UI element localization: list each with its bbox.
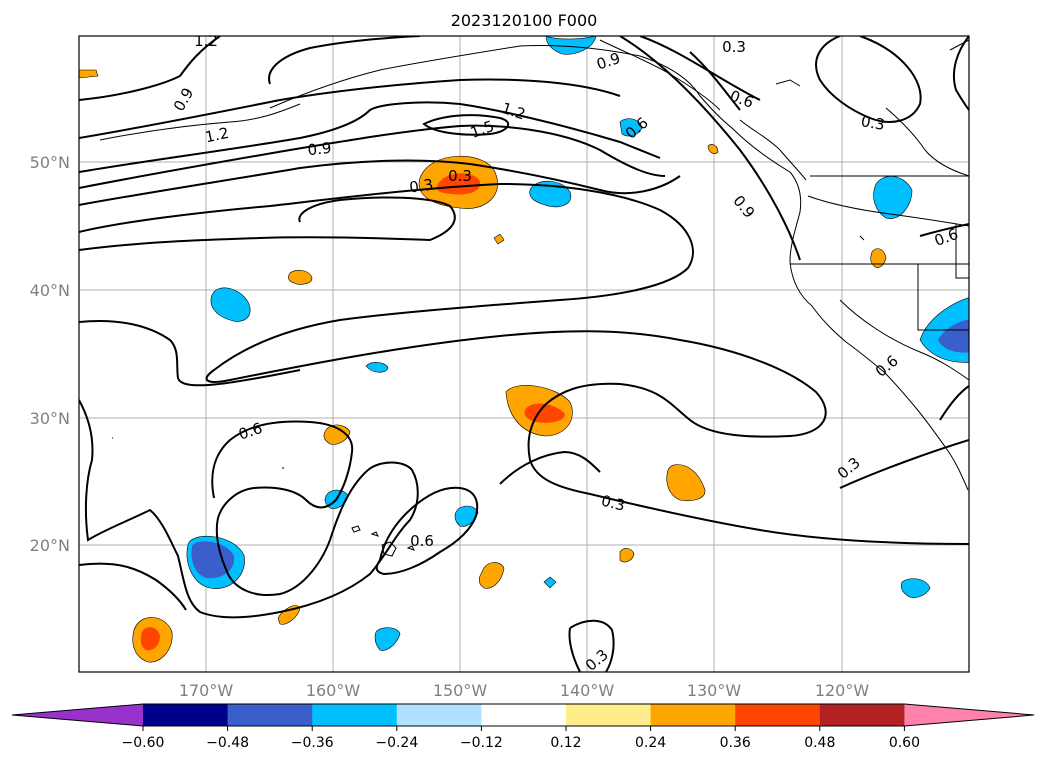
colorbar-tick-label: 0.48 bbox=[804, 735, 835, 751]
cool-anomaly-blob bbox=[545, 36, 597, 55]
latitude-labels: 50°N 40°N 30°N 20°N bbox=[30, 153, 70, 555]
colorbar-segment bbox=[312, 704, 398, 726]
colorbar-tick-label: −0.36 bbox=[291, 735, 334, 751]
warm-anomaly-blob bbox=[619, 548, 635, 563]
coastlines bbox=[99, 39, 969, 491]
warm-anomaly-blob bbox=[870, 248, 887, 268]
lon-label: 150°W bbox=[433, 681, 488, 700]
lat-label: 30°N bbox=[30, 409, 70, 428]
contour-label: 1.2 bbox=[203, 124, 230, 147]
lon-label: 160°W bbox=[306, 681, 361, 700]
lat-label: 50°N bbox=[30, 153, 70, 172]
contour-lines bbox=[79, 36, 969, 672]
warm-anomaly-core bbox=[140, 627, 160, 651]
colorbar-segment bbox=[396, 704, 482, 726]
contour-label: 0.6 bbox=[410, 532, 434, 550]
lon-label: 120°W bbox=[815, 681, 870, 700]
cool-anomaly-blob bbox=[900, 578, 931, 598]
colorbar-tick-label: −0.24 bbox=[375, 735, 418, 751]
colorbar-tick-label: −0.48 bbox=[206, 735, 249, 751]
islands bbox=[112, 437, 415, 557]
figure-title: 2023120100 F000 bbox=[451, 11, 598, 30]
map-frame bbox=[78, 35, 970, 673]
colorbar-segment bbox=[735, 704, 821, 726]
warm-anomaly-blob bbox=[323, 424, 351, 445]
warm-anomaly-blob bbox=[493, 233, 505, 245]
colorbar-tick-label: 0.12 bbox=[550, 735, 581, 751]
lon-label: 130°W bbox=[687, 681, 742, 700]
longitude-labels: 170°W 160°W 150°W 140°W 130°W 120°W bbox=[179, 681, 870, 700]
cool-anomaly-blob bbox=[374, 627, 401, 651]
lon-label: 140°W bbox=[560, 681, 615, 700]
contour-label: 0.3 bbox=[860, 112, 887, 134]
colorbar-max-extension bbox=[904, 704, 1034, 726]
colorbar: −0.60 −0.48 −0.36 −0.24 −0.12 0.12 0.24 0.36 0.4… bbox=[11, 703, 1035, 751]
warm-anomaly-blob bbox=[478, 562, 505, 589]
warm-anomaly-blob bbox=[707, 144, 719, 154]
colorbar-tick-label: −0.12 bbox=[460, 735, 503, 751]
lat-label: 20°N bbox=[30, 536, 70, 555]
contour-label: 0.9 bbox=[307, 139, 333, 159]
warm-anomaly-blob bbox=[666, 464, 706, 501]
cool-anomaly-blob bbox=[210, 287, 251, 322]
colorbar-segment bbox=[819, 704, 905, 726]
cool-anomaly-core bbox=[938, 319, 969, 353]
shaded-fields bbox=[79, 36, 969, 663]
colorbar-segment bbox=[143, 704, 229, 726]
contour-label: 0.3 bbox=[408, 175, 434, 196]
warm-anomaly-blob bbox=[288, 269, 313, 285]
cool-anomaly-blob bbox=[619, 118, 643, 137]
contour-label: 0.3 bbox=[448, 167, 472, 185]
colorbar-segment bbox=[481, 704, 567, 726]
map-panel: 1.2 0.9 1.2 1.5 1.2 0.9 0.3 0.6 0.3 0.6 … bbox=[30, 32, 970, 700]
cool-anomaly-blob bbox=[454, 505, 479, 527]
lon-label: 170°W bbox=[179, 681, 234, 700]
colorbar-tick-label: 0.24 bbox=[635, 735, 666, 751]
contour-label: 1.2 bbox=[194, 32, 218, 50]
contour-label: 0.3 bbox=[599, 492, 627, 515]
colorbar-segment bbox=[566, 704, 652, 726]
lat-label: 40°N bbox=[30, 281, 70, 300]
colorbar-tick-label: 0.60 bbox=[889, 735, 920, 751]
colorbar-min-extension bbox=[12, 704, 143, 726]
warm-anomaly-blob bbox=[79, 69, 99, 79]
cool-anomaly-blob bbox=[365, 362, 389, 373]
cool-anomaly-blob bbox=[543, 576, 557, 589]
contour-label: 0.3 bbox=[722, 38, 746, 56]
warm-anomaly-core bbox=[436, 173, 481, 195]
cool-anomaly-core bbox=[191, 541, 235, 579]
colorbar-tick-label: −0.60 bbox=[122, 735, 165, 751]
colorbar-tick-label: 0.36 bbox=[720, 735, 751, 751]
colorbar-segment bbox=[650, 704, 736, 726]
colorbar-segment bbox=[227, 704, 313, 726]
